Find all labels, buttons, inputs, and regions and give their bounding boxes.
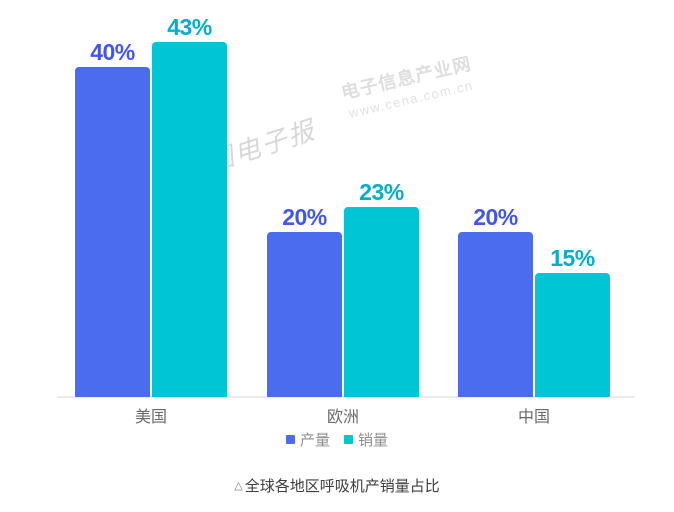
legend-swatch-icon	[344, 434, 353, 444]
chart-bar	[535, 273, 610, 397]
x-axis-line	[57, 396, 635, 398]
category-label: 欧洲	[326, 409, 359, 426]
bar-value-label: 23%	[359, 179, 404, 206]
category-label: 中国	[517, 409, 550, 426]
legend-label: 产量	[299, 431, 330, 449]
bar-value-label: 43%	[167, 14, 212, 41]
chart-bar	[267, 232, 342, 397]
bar-value-label: 20%	[473, 204, 518, 230]
chart-caption: △ 全球各地区呼吸机产销量占比	[0, 475, 674, 496]
chart-bar	[75, 67, 150, 397]
caption-triangle-icon: △	[234, 480, 243, 492]
legend-item: 产量	[285, 429, 330, 450]
chart-bar	[344, 207, 419, 397]
legend-swatch-icon	[285, 434, 295, 444]
legend: 产量 销量	[0, 429, 674, 449]
legend-label: 销量	[358, 431, 389, 449]
bar-value-label: 15%	[550, 245, 595, 272]
legend-item: 销量	[344, 429, 388, 450]
chart-bar	[458, 232, 533, 397]
chart-bar	[152, 42, 227, 397]
bar-value-label: 40%	[90, 39, 135, 65]
bar-value-label: 20%	[282, 204, 327, 230]
category-label: 美国	[134, 409, 167, 426]
caption-text: 全球各地区呼吸机产销量占比	[244, 478, 440, 495]
